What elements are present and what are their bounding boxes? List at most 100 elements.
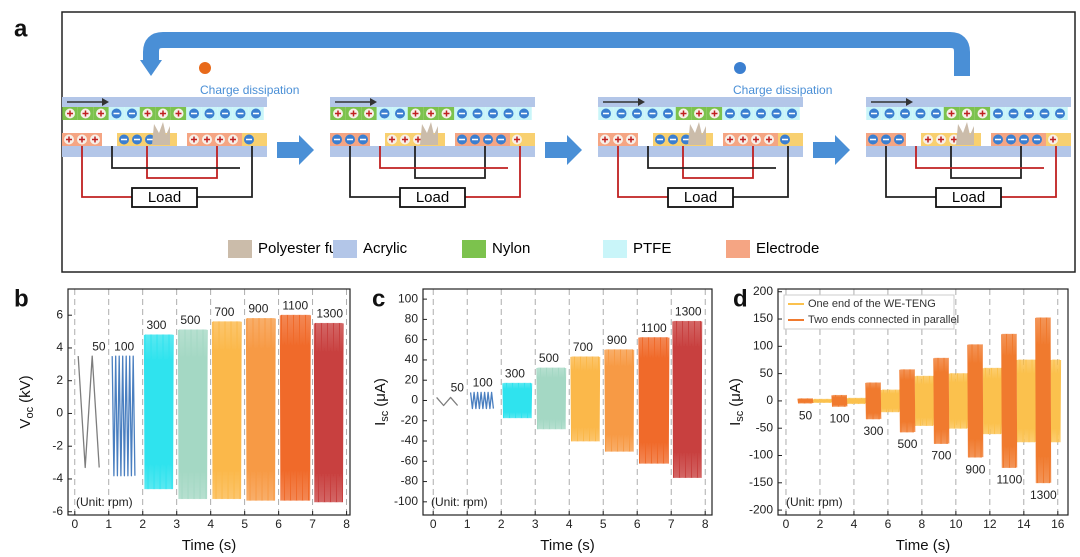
- x-tick-label: 2: [498, 517, 505, 531]
- signal-burst: [536, 367, 567, 430]
- acrylic-bottom: [330, 146, 535, 157]
- legend-box: [783, 294, 955, 330]
- rpm-label: 50: [799, 408, 813, 422]
- acrylic-top: [330, 97, 535, 107]
- y-tick-label: 0: [766, 393, 773, 407]
- acrylic-top: [62, 97, 267, 107]
- wire: [465, 146, 521, 198]
- y-axis-label: Voc (kV): [17, 375, 36, 428]
- y-tick-label: 4: [56, 340, 63, 354]
- annotation: (Unit: rpm): [76, 495, 133, 509]
- signal-burst: [967, 344, 984, 458]
- x-tick-label: 14: [1017, 517, 1031, 531]
- step-arrow: [813, 135, 850, 165]
- wire: [379, 146, 508, 169]
- annotation: (Unit: rpm): [786, 495, 843, 509]
- wire: [682, 146, 754, 179]
- y-tick-label: 60: [405, 332, 419, 346]
- y-tick-label: 80: [405, 312, 419, 326]
- y-tick-label: 100: [753, 338, 773, 352]
- x-tick-label: 1: [105, 517, 112, 531]
- y-tick-label: 40: [405, 352, 419, 366]
- x-tick-label: 4: [851, 517, 858, 531]
- x-tick-label: 0: [783, 517, 790, 531]
- signal-burst: [570, 356, 601, 442]
- rpm-label: 1300: [316, 307, 343, 321]
- wire: [915, 146, 1044, 169]
- acrylic-top: [598, 97, 803, 107]
- y-tick-label: 6: [56, 307, 63, 321]
- signal-burst: [865, 382, 882, 420]
- x-tick-label: 3: [532, 517, 539, 531]
- x-tick-label: 8: [919, 517, 926, 531]
- rpm-label: 900: [965, 462, 985, 476]
- y-tick-label: -40: [401, 433, 419, 447]
- cycle-arrow-head: [140, 60, 162, 76]
- legend-label: Two ends connected in parallel: [808, 314, 959, 326]
- rpm-label: 1300: [675, 305, 702, 319]
- signal-burst: [313, 322, 344, 503]
- annotation: Charge dissipation: [733, 83, 832, 97]
- fur: [420, 122, 438, 145]
- rpm-label: 300: [146, 318, 166, 332]
- signal-burst: [211, 321, 242, 500]
- y-tick-label: 2: [56, 373, 63, 387]
- signal-burst: [672, 320, 703, 478]
- signal-burst: [1016, 359, 1037, 443]
- load-box: [399, 187, 466, 208]
- signal-burst: [982, 367, 1003, 435]
- x-axis-label: Time (s): [182, 537, 236, 554]
- load-label: Load: [684, 189, 717, 206]
- y-tick-label: -200: [749, 502, 773, 516]
- x-tick-label: 4: [207, 517, 214, 531]
- y-axis-symbol: I: [372, 422, 389, 426]
- wire: [111, 146, 240, 169]
- y-tick-label: -20: [401, 413, 419, 427]
- y-axis-symbol: V: [17, 419, 34, 429]
- dissipated-charge: [199, 62, 211, 74]
- legend-label: Nylon: [492, 240, 530, 257]
- x-tick-label: 7: [309, 517, 316, 531]
- x-tick-label: 8: [343, 517, 350, 531]
- y-axis-subscript: oc: [24, 406, 36, 418]
- motion-arrow-head: [370, 98, 377, 106]
- legend-label: Acrylic: [363, 240, 408, 257]
- rpm-label: 300: [863, 424, 883, 438]
- legend-swatch: [462, 240, 486, 258]
- wire: [146, 146, 218, 179]
- cycle-arrow: [143, 32, 970, 76]
- x-tick-label: 0: [71, 517, 78, 531]
- plot-frame: [777, 288, 1069, 516]
- signal-burst: [177, 329, 208, 500]
- y-tick-label: -2: [52, 438, 63, 452]
- rpm-label: 100: [114, 339, 134, 353]
- wire: [414, 146, 486, 179]
- rpm-label: 700: [214, 305, 234, 319]
- signal-burst: [604, 349, 635, 452]
- rpm-label: 50: [92, 339, 106, 353]
- y-tick-label: 0: [56, 406, 63, 420]
- signal-burst: [933, 357, 950, 444]
- legend-label: PTFE: [633, 240, 671, 257]
- signal-burst: [77, 355, 100, 469]
- load-box: [935, 187, 1002, 208]
- rpm-label: 500: [539, 351, 559, 365]
- rpm-label: 1100: [996, 473, 1022, 487]
- x-tick-label: 7: [668, 517, 675, 531]
- rpm-label: 900: [607, 333, 627, 347]
- x-tick-label: 1: [464, 517, 471, 531]
- x-tick-label: 12: [983, 517, 997, 531]
- x-tick-label: 10: [949, 517, 963, 531]
- x-tick-label: 0: [430, 517, 437, 531]
- legend-swatch: [228, 240, 252, 258]
- signal-burst: [502, 382, 533, 419]
- y-tick-label: 20: [405, 372, 419, 386]
- y-tick-label: -50: [756, 420, 774, 434]
- rpm-label: 700: [573, 340, 593, 354]
- motion-arrow-head: [102, 98, 109, 106]
- annotation: (Unit: rpm): [431, 495, 488, 509]
- rpm-label: 700: [931, 449, 951, 463]
- wire: [950, 146, 1022, 179]
- x-tick-label: 16: [1051, 517, 1065, 531]
